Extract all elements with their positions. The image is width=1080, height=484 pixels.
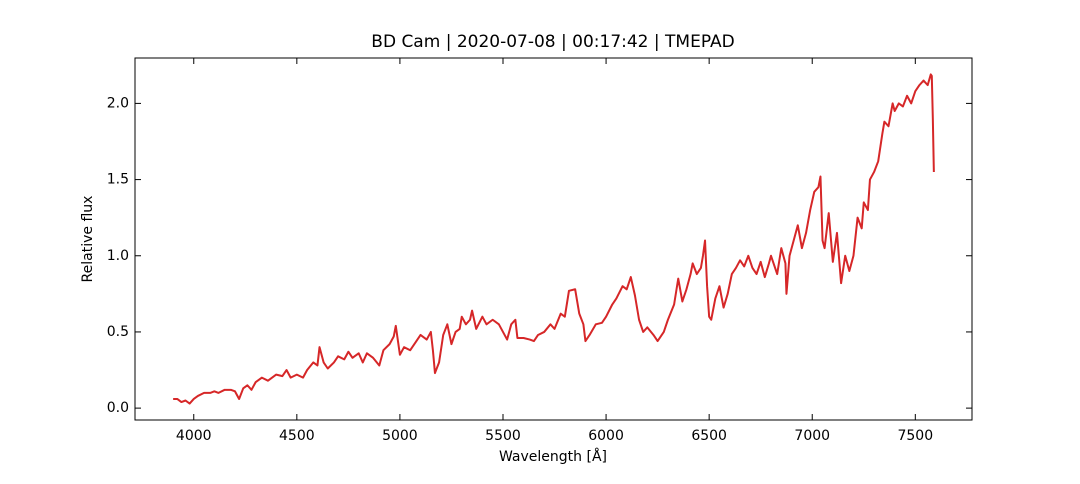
chart-title: BD Cam | 2020-07-08 | 00:17:42 | TMEPAD (371, 32, 734, 52)
x-tick-label: 7500 (897, 428, 933, 444)
x-tick-label: 4500 (279, 428, 315, 444)
x-tick-label: 6500 (691, 428, 727, 444)
x-tick-label: 4000 (176, 428, 212, 444)
y-tick-label: 0.0 (107, 400, 129, 416)
spectrum-line (173, 73, 935, 405)
y-axis-label: Relative flux (80, 196, 96, 283)
x-tick-label: 7000 (794, 428, 830, 444)
x-tick-label: 5000 (382, 428, 418, 444)
x-tick-label: 5500 (485, 428, 521, 444)
plot-area: 4000 4500 5000 5500 6000 6500 7000 7500 0.0 0.5 1.… (107, 58, 972, 444)
x-tick-label: 6000 (588, 428, 624, 444)
x-axis-label: Wavelength [Å] (499, 448, 607, 465)
y-tick-label: 1.0 (107, 248, 129, 264)
axes-frame (134, 57, 973, 421)
y-tick-label: 0.5 (107, 324, 129, 340)
y-tick-label: 2.0 (107, 95, 129, 111)
y-tick-label: 1.5 (107, 172, 129, 188)
